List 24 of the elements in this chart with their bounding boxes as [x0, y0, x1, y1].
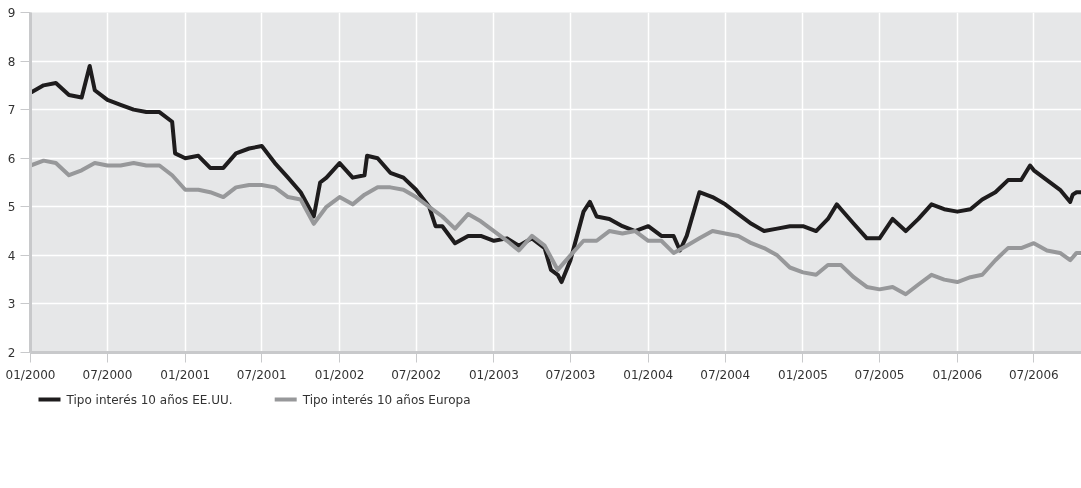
legend-label: Tipo interés 10 años EE.UU.: [65, 392, 233, 407]
x-tick-label: 01/2004: [623, 367, 674, 382]
y-tick-label: 7: [7, 103, 16, 118]
y-tick-label: 8: [7, 54, 16, 69]
y-tick-label: 5: [7, 200, 16, 215]
x-tick-label: 01/2006: [932, 367, 983, 382]
y-tick-label: 6: [7, 151, 16, 166]
legend-label: Tipo interés 10 años Europa: [301, 392, 471, 407]
y-tick-label: 9: [7, 6, 16, 20]
x-tick-label: 01/2002: [314, 367, 365, 382]
x-tick-label: 01/2001: [160, 367, 211, 382]
x-tick-label: 07/2003: [545, 367, 596, 382]
x-tick-label: 01/2000: [5, 367, 56, 382]
x-tick-label: 07/2004: [700, 367, 751, 382]
x-tick-label: 07/2006: [1008, 367, 1059, 382]
x-tick-label: 01/2005: [778, 367, 828, 382]
x-tick-label: 07/2002: [391, 367, 442, 382]
x-tick-label: 07/2001: [236, 367, 287, 382]
x-tick-label: 07/2000: [82, 367, 133, 382]
x-tick-label: 07/2005: [854, 367, 905, 382]
x-tick-label: 01/2003: [468, 367, 519, 382]
y-tick-label: 3: [7, 297, 16, 312]
y-tick-label: 2: [7, 346, 16, 360]
y-tick-label: 4: [7, 248, 16, 263]
